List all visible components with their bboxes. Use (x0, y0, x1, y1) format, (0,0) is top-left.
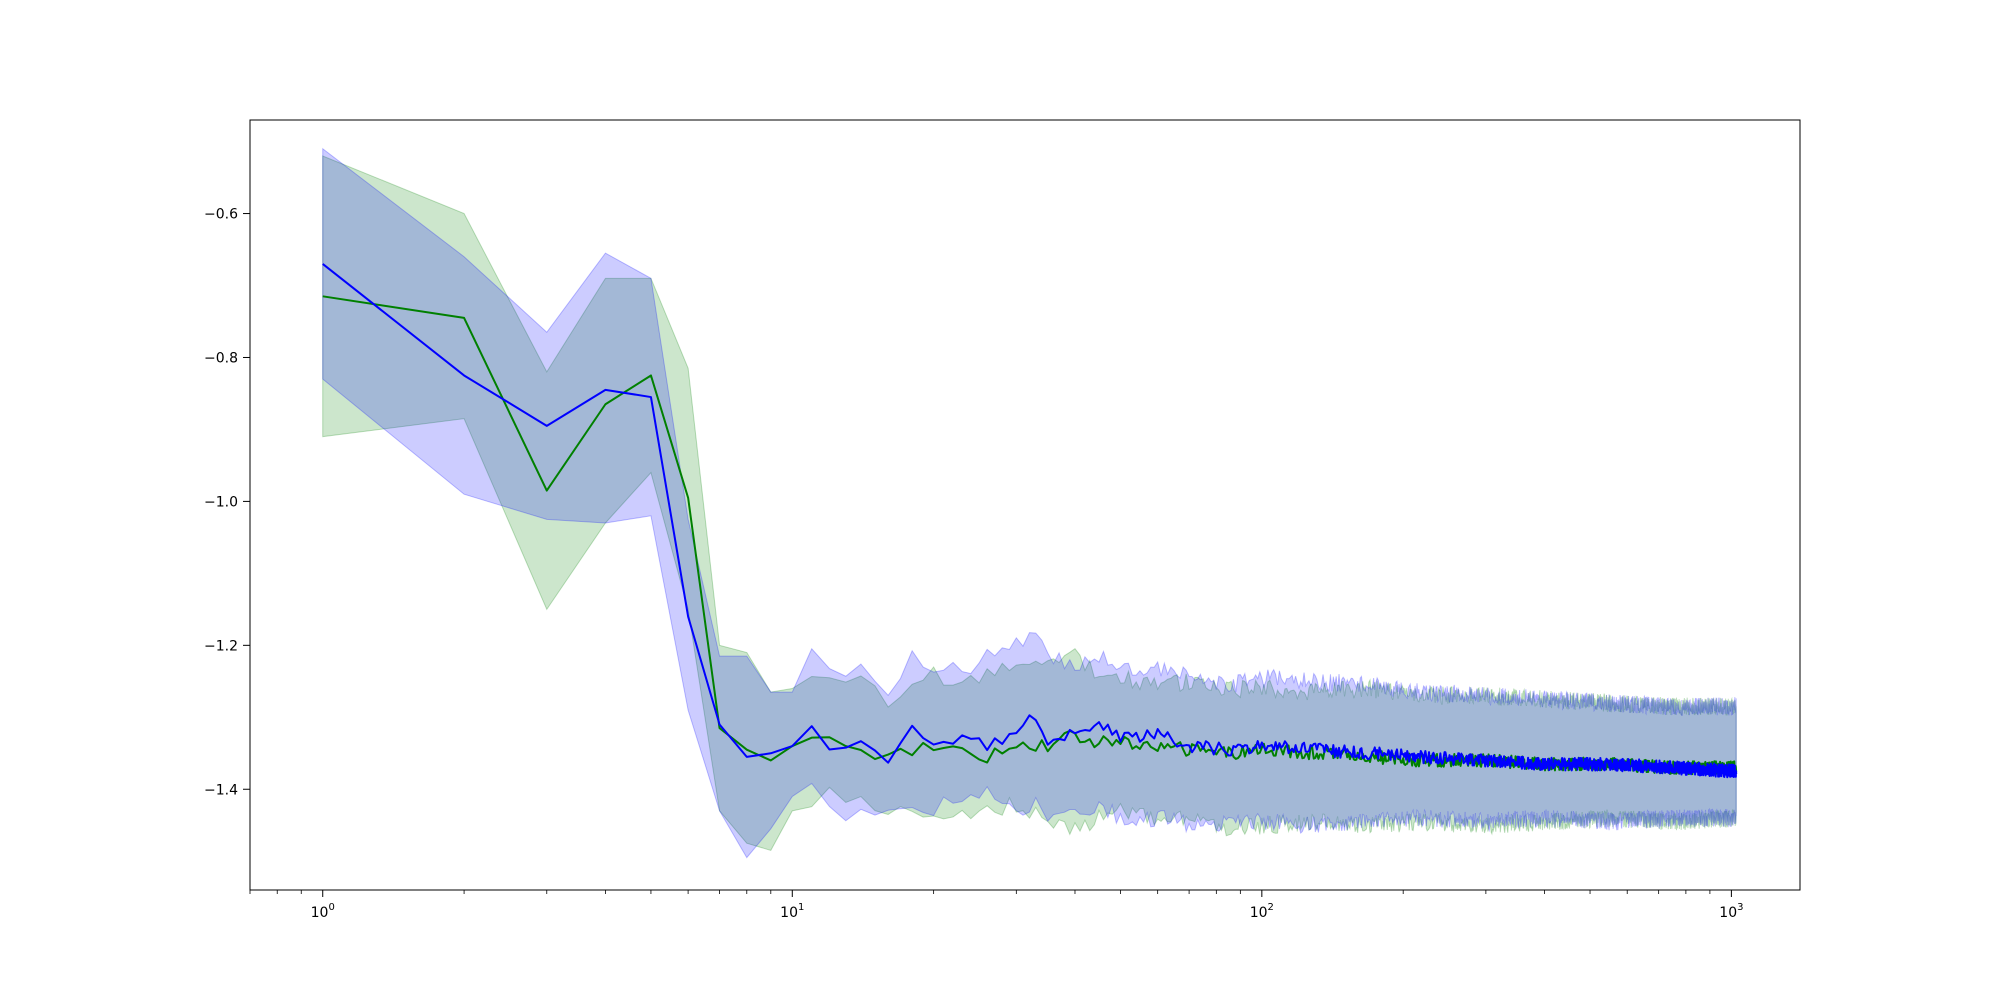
y-tick-label: −1.2 (204, 638, 238, 654)
y-tick-label: −1.0 (204, 494, 238, 510)
y-tick-label: −0.8 (204, 350, 238, 366)
x-tick-label: 103 (1719, 902, 1743, 921)
x-tick-label: 102 (1250, 902, 1274, 921)
y-tick-label: −1.4 (204, 782, 238, 798)
series-2-line (322, 263, 1738, 779)
x-tick-label: 100 (311, 902, 335, 921)
y-tick-label: −0.6 (204, 207, 238, 223)
y-axis: −0.6 −0.8 −1.0 −1.2 −1.4 (204, 207, 250, 798)
x-axis: 100 101 102 103 (249, 890, 1743, 921)
x-tick-label: 101 (780, 902, 804, 921)
axes-frame (249, 119, 1801, 891)
plot-area (322, 147, 1738, 859)
series-1-band (322, 155, 1737, 852)
